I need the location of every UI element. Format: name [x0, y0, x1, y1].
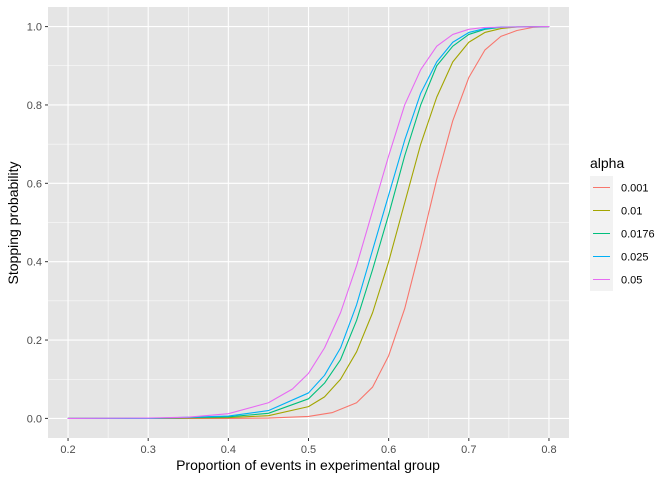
y-axis-label: Stopping probability — [5, 162, 21, 285]
x-tick-label: 0.4 — [221, 444, 236, 456]
legend-item-label: 0.0176 — [621, 229, 655, 241]
y-tick-label: 0.6 — [27, 178, 42, 190]
major-gridlines — [48, 7, 569, 438]
legend-item-label: 0.001 — [621, 183, 649, 195]
y-tick-label: 0.2 — [27, 335, 42, 347]
legend-item-label: 0.05 — [621, 275, 642, 287]
legend-title: alpha — [590, 155, 624, 171]
y-tick-label: 0.4 — [27, 257, 42, 269]
legend-item-label: 0.025 — [621, 252, 649, 264]
x-tick-label: 0.6 — [381, 444, 396, 456]
x-tick-label: 0.7 — [461, 444, 476, 456]
series-line-alpha-0.001 — [67, 26, 550, 419]
y-axis: 0.0 0.2 0.4 0.6 0.8 1.0 — [27, 22, 48, 425]
x-tick-label: 0.8 — [541, 444, 556, 456]
series-line-alpha-0.0176 — [67, 26, 550, 419]
y-tick-label: 1.0 — [27, 22, 42, 34]
x-axis-label: Proportion of events in experimental gro… — [176, 457, 440, 473]
series-lines — [67, 26, 550, 419]
x-tick-label: 0.3 — [141, 444, 156, 456]
y-tick-label: 0.8 — [27, 100, 42, 112]
legend: alpha 0.001 0.01 0.0176 0.025 0.05 — [590, 155, 655, 291]
series-line-alpha-0.05 — [67, 26, 550, 419]
series-line-alpha-0.025 — [67, 26, 550, 419]
x-tick-label: 0.5 — [301, 444, 316, 456]
legend-item-label: 0.01 — [621, 206, 642, 218]
series-line-alpha-0.01 — [67, 26, 550, 419]
y-tick-label: 0.0 — [27, 413, 42, 425]
x-tick-label: 0.2 — [60, 444, 75, 456]
legend-items: 0.001 0.01 0.0176 0.025 0.05 — [590, 176, 655, 291]
x-axis: 0.2 0.3 0.4 0.5 0.6 0.7 0.8 — [60, 438, 557, 456]
